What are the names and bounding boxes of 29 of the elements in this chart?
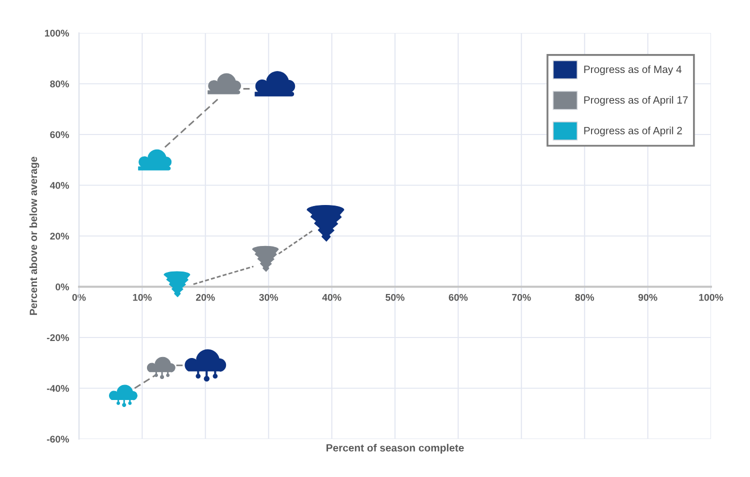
x-tick-label: 20% — [196, 294, 215, 301]
y-tick-label: 80% — [50, 80, 70, 88]
legend-label: Progress as of April 2 — [584, 126, 682, 136]
x-tick-label: 70% — [512, 294, 531, 301]
x-tick-label: 10% — [133, 294, 152, 301]
y-axis-title: Percent above or below average — [29, 156, 40, 315]
point — [146, 356, 176, 380]
x-tick-label: 90% — [638, 294, 658, 301]
legend-label: Progress as of May 4 — [584, 65, 682, 76]
point — [184, 349, 226, 382]
y-tick-label: 0% — [56, 283, 70, 290]
legend-label: Progress as of April 17 — [584, 96, 688, 106]
x-tick-label: 50% — [386, 294, 404, 301]
y-tick-label: 40% — [50, 182, 70, 189]
x-axis-title: Percent of season complete — [326, 444, 464, 454]
y-tick-label: 20% — [50, 232, 70, 240]
y-tick-label: -20% — [46, 334, 70, 342]
x-tick-label: 60% — [448, 294, 468, 301]
point — [109, 384, 138, 407]
y-tick-label: -60% — [46, 436, 70, 443]
y-tick-label: 100% — [45, 30, 70, 37]
x-tick-label: 80% — [575, 294, 594, 301]
x-tick-label: 0% — [72, 294, 86, 301]
y-tick-label: 60% — [50, 131, 70, 138]
x-tick-label: 40% — [322, 294, 342, 301]
x-tick-label: 100% — [699, 294, 724, 301]
point — [164, 271, 190, 298]
x-tick-label: 30% — [259, 294, 278, 301]
y-tick-label: -40% — [46, 384, 70, 392]
